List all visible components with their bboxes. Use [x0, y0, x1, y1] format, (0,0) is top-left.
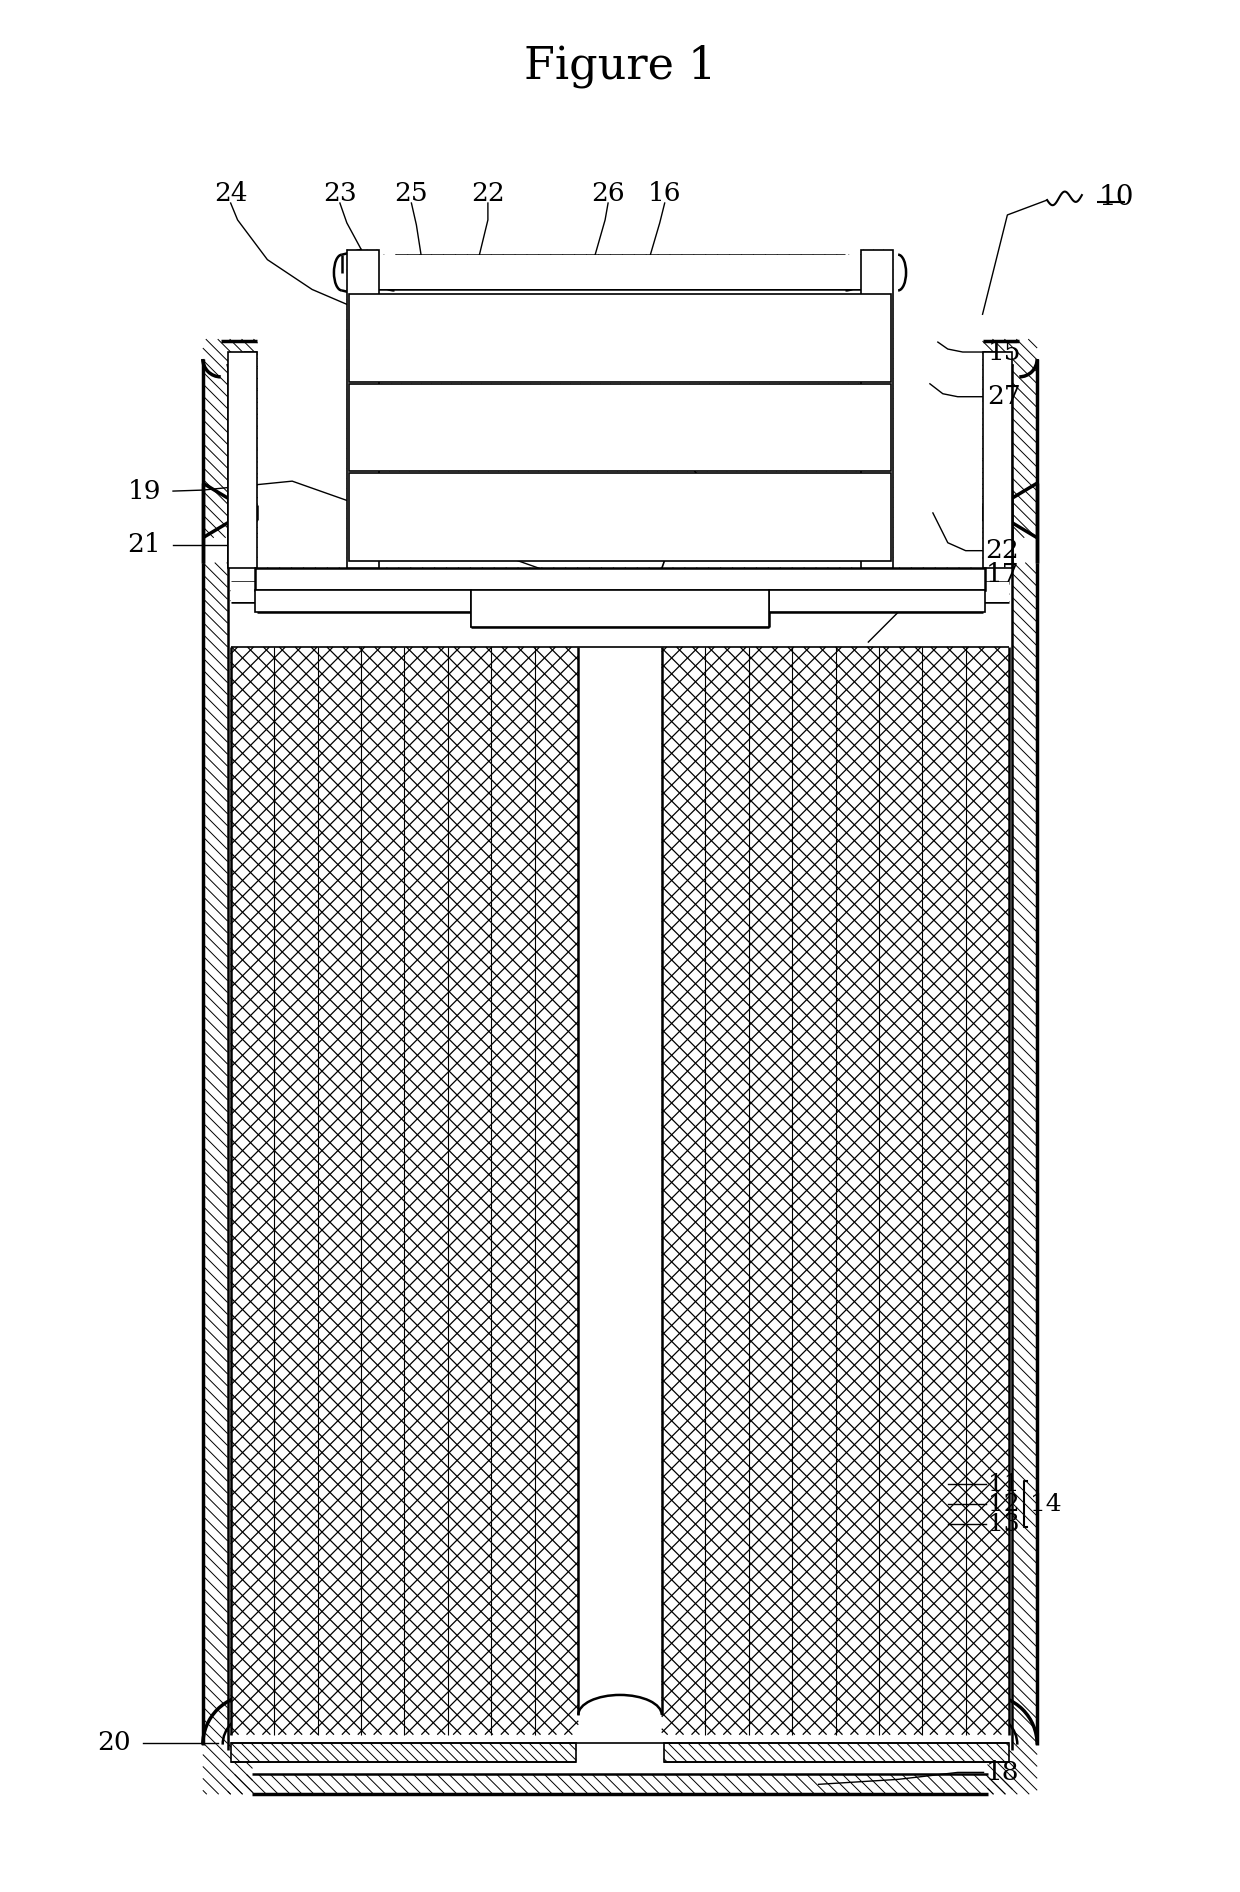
Text: 18: 18 [986, 1760, 1019, 1784]
Bar [231, 647, 1009, 1735]
Bar [231, 1743, 577, 1763]
Text: 27: 27 [987, 384, 1022, 409]
Text: 14: 14 [1030, 1493, 1061, 1515]
Bar [231, 583, 1009, 602]
Text: Figure 1: Figure 1 [523, 44, 717, 87]
Bar [663, 1743, 1009, 1763]
Text: 17: 17 [986, 562, 1019, 587]
Text: 13: 13 [987, 1512, 1019, 1536]
Text: 20: 20 [98, 1729, 131, 1756]
Text: 10: 10 [1099, 184, 1135, 210]
Text: 26: 26 [591, 180, 625, 206]
Text: 15: 15 [987, 339, 1021, 365]
Text: 24: 24 [213, 180, 248, 206]
Text: 23: 23 [324, 180, 357, 206]
Text: 21: 21 [128, 532, 161, 558]
Bar [769, 590, 985, 613]
Bar [471, 590, 769, 626]
Bar [348, 473, 892, 560]
Bar [377, 255, 863, 289]
Bar [255, 568, 985, 590]
Bar [255, 590, 471, 613]
Text: 19: 19 [128, 479, 161, 503]
Text: 25: 25 [394, 180, 428, 206]
Text: 12: 12 [987, 1493, 1019, 1515]
Bar [228, 352, 258, 568]
Text: 11: 11 [987, 1472, 1019, 1497]
Text: 22: 22 [471, 180, 505, 206]
Bar [348, 384, 892, 471]
Bar [862, 250, 893, 568]
Bar [982, 352, 1012, 568]
Bar [347, 250, 378, 568]
Bar [348, 295, 892, 382]
Text: 16: 16 [649, 180, 682, 206]
Text: 22: 22 [986, 537, 1019, 564]
